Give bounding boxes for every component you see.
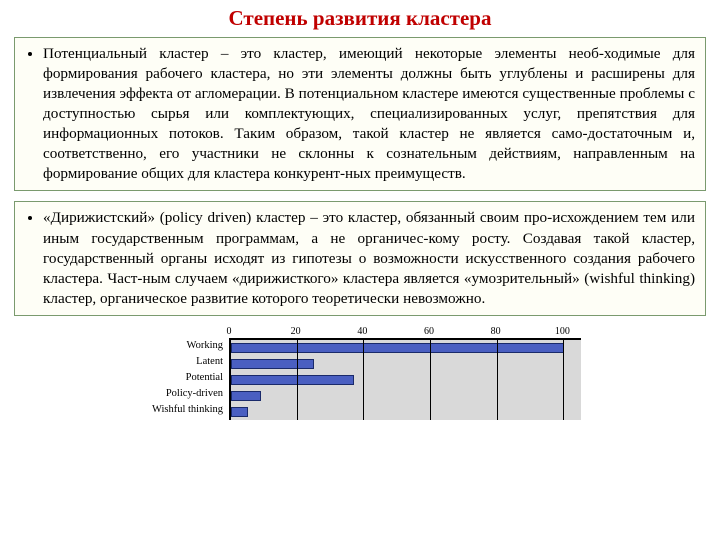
chart-bar — [231, 391, 261, 401]
chart-bar — [231, 407, 248, 417]
chart-bar-row — [231, 388, 581, 404]
page-title: Степень развития кластера — [0, 6, 720, 31]
chart-category-label: Wishful thinking — [125, 402, 229, 418]
chart-tick: 60 — [424, 326, 434, 337]
chart-gridline — [563, 340, 564, 420]
chart-category-label: Policy-driven — [125, 386, 229, 402]
chart-gridline — [363, 340, 364, 420]
chart-gridline — [497, 340, 498, 420]
chart-y-categories: WorkingLatentPotentialPolicy-drivenWishf… — [125, 338, 229, 420]
textbox-policy-driven-text: «Дирижистский» (policy driven) кластер –… — [43, 208, 695, 308]
chart-gridline — [297, 340, 298, 420]
chart-tick: 80 — [491, 326, 501, 337]
chart-tick: 0 — [227, 326, 232, 337]
chart-bar-row — [231, 372, 581, 388]
textbox-policy-driven: «Дирижистский» (policy driven) кластер –… — [14, 201, 706, 315]
chart-tick: 40 — [357, 326, 367, 337]
bar-chart: 0 20 40 60 80 100 WorkingLatentPotentialPolic… — [125, 326, 595, 420]
chart-bar-row — [231, 340, 581, 356]
chart-bar — [231, 375, 354, 385]
chart-tick: 100 — [555, 326, 570, 337]
chart-bar — [231, 359, 314, 369]
textbox-potential: Потенциальный кластер – это кластер, име… — [14, 37, 706, 191]
chart-x-axis: 0 20 40 60 80 100 — [229, 326, 579, 338]
chart-plot-area — [229, 338, 581, 420]
chart-category-label: Working — [125, 338, 229, 354]
chart-category-label: Latent — [125, 354, 229, 370]
chart-bar-row — [231, 356, 581, 372]
chart-tick: 20 — [291, 326, 301, 337]
chart-bar-row — [231, 404, 581, 420]
chart-category-label: Potential — [125, 370, 229, 386]
chart-bar — [231, 343, 564, 353]
chart-gridline — [430, 340, 431, 420]
textbox-potential-text: Потенциальный кластер – это кластер, име… — [43, 44, 695, 184]
